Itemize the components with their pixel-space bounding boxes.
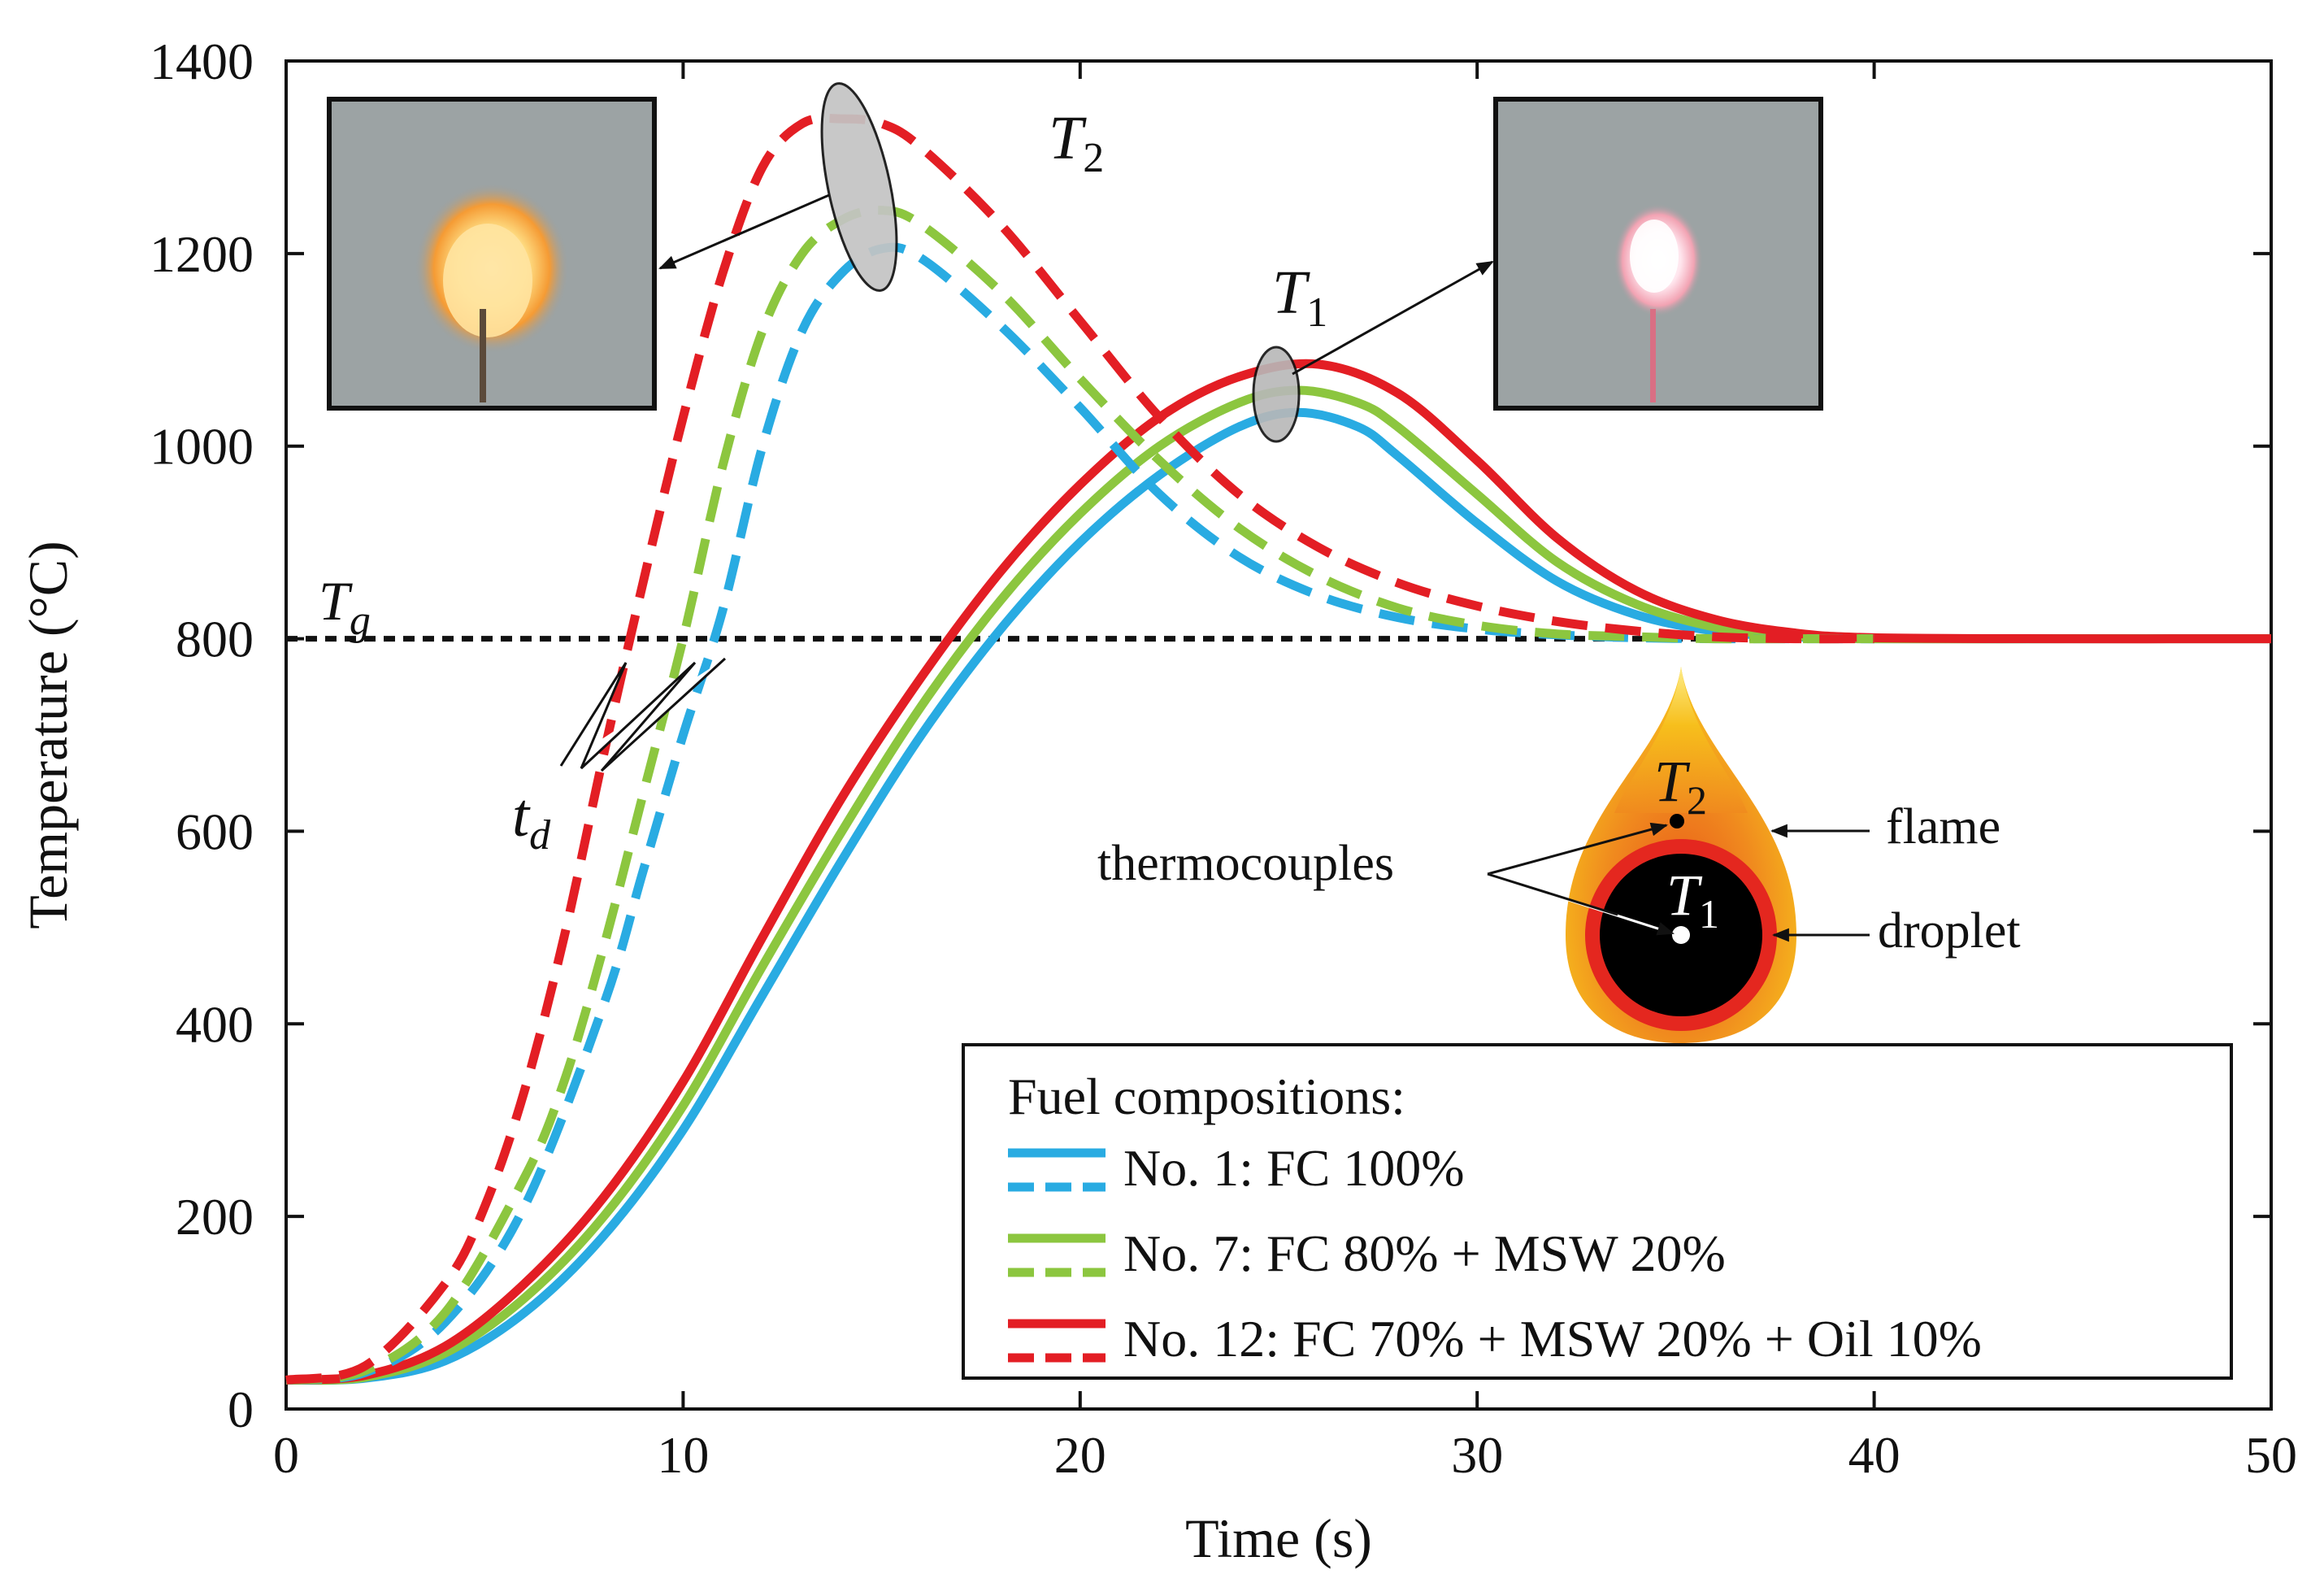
droplet-schematic: T2 T1 thermocouples flame droplet <box>1097 667 2021 1043</box>
x-tick-label: 30 <box>1451 1426 1503 1484</box>
legend-title: Fuel compositions: <box>1008 1068 1405 1125</box>
legend-label: No. 7: FC 80% + MSW 20% <box>1123 1224 1726 1282</box>
series-no7-T2 <box>285 205 1874 1385</box>
T2-highlight-ellipse <box>820 82 898 292</box>
thermocouples-label: thermocouples <box>1097 836 1394 891</box>
x-tick-label: 0 <box>273 1426 299 1484</box>
y-tick-label: 600 <box>176 802 254 860</box>
y-tick-label: 1400 <box>150 33 254 90</box>
y-tick-label: 1000 <box>150 418 254 476</box>
legend: Fuel compositions: No. 1: FC 100% No. 7: … <box>962 1043 2233 1380</box>
svg-text:T2: T2 <box>1654 749 1707 823</box>
T1-photo-arrow <box>1292 260 1494 376</box>
x-tick-label: 10 <box>657 1426 709 1484</box>
y-tick-label: 400 <box>176 995 254 1053</box>
x-tick-label: 20 <box>1054 1426 1106 1484</box>
y-tick-label: 200 <box>176 1188 254 1246</box>
thermocouple-T1-dot <box>1672 926 1690 944</box>
y-tick-label: 1200 <box>150 225 254 283</box>
series-no7-T1 <box>285 385 2271 1385</box>
td-callout: td <box>512 657 727 859</box>
x-axis: 0 10 20 30 40 50 <box>273 61 2297 1484</box>
x-axis-title: Time (s) <box>1185 1507 1372 1569</box>
svg-text:td: td <box>512 781 551 859</box>
y-axis-title: Temperature (°C) <box>17 541 79 928</box>
plot-frame <box>285 59 2273 1411</box>
flame-photo-T1 <box>1493 97 1823 411</box>
T1-highlight-ellipse <box>1252 346 1301 443</box>
y-axis: 0 200 400 600 800 1000 1200 1400 <box>150 33 2271 1438</box>
T2-curve-label: T2 <box>1049 104 1104 181</box>
y-tick-label: 0 <box>228 1381 254 1438</box>
legend-label: No. 12: FC 70% + MSW 20% + Oil 10% <box>1123 1310 1982 1368</box>
svg-text:T1: T1 <box>1666 863 1719 937</box>
y-tick-label: 800 <box>176 611 254 668</box>
series-no12-T1 <box>285 359 2272 1385</box>
flame-label: flame <box>1886 799 2000 855</box>
thermocouple-T2-dot <box>1670 814 1684 828</box>
tg-label: Tg <box>319 570 371 644</box>
x-tick-label: 40 <box>1848 1426 1900 1484</box>
droplet-label: droplet <box>1878 903 2021 959</box>
T1-curve-label: T1 <box>1272 259 1327 336</box>
x-tick-label: 50 <box>2245 1426 2297 1484</box>
legend-label: No. 1: FC 100% <box>1123 1139 1465 1197</box>
flame-photo-T2 <box>327 97 657 411</box>
T2-photo-arrow <box>658 194 830 270</box>
